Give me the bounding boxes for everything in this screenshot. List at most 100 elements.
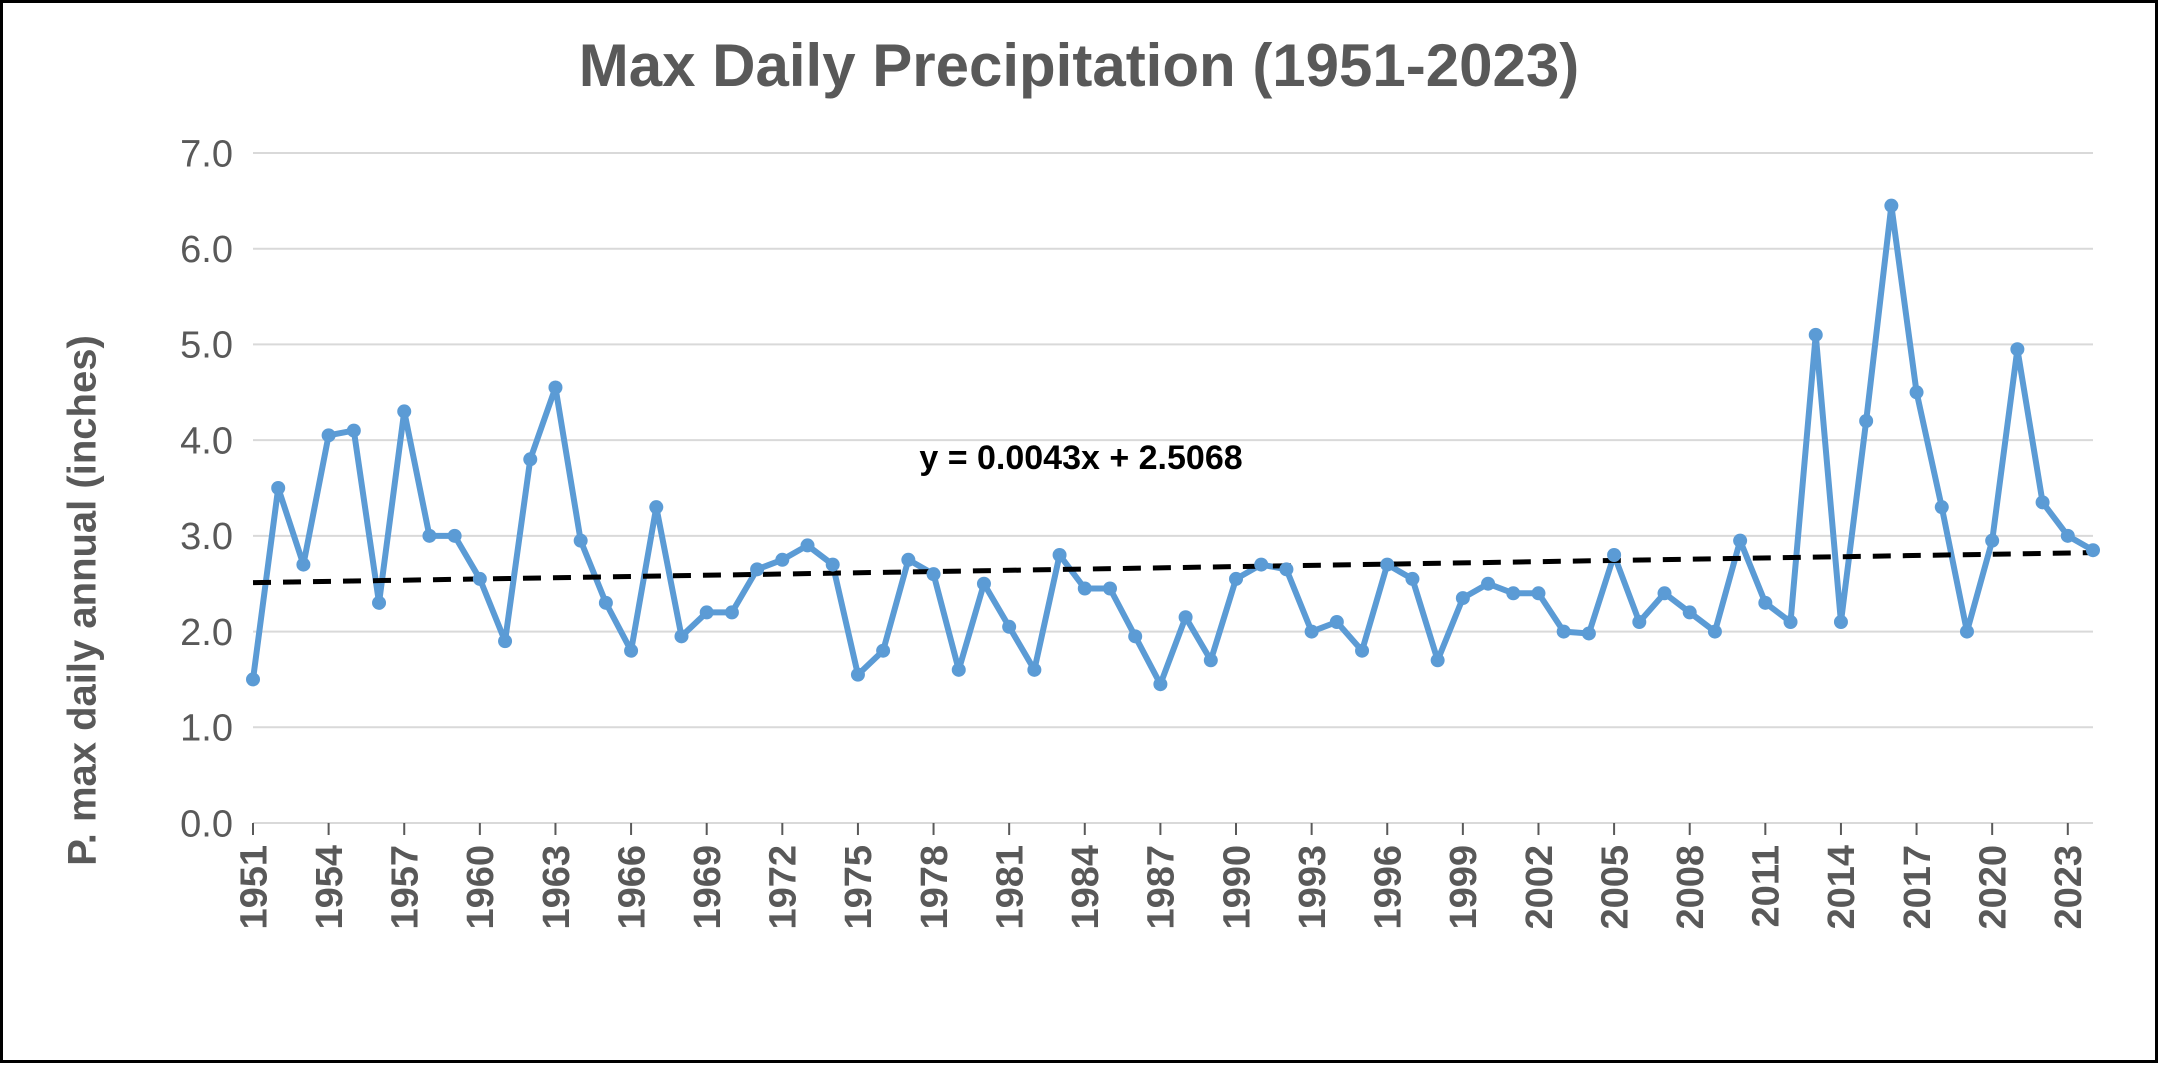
data-marker — [1910, 385, 1924, 399]
x-tick-label: 1957 — [385, 845, 427, 930]
x-tick-label: 1984 — [1065, 845, 1107, 930]
data-marker — [1027, 663, 1041, 677]
data-marker — [1330, 615, 1344, 629]
data-marker — [876, 644, 890, 658]
x-tick-label: 2017 — [1897, 845, 1939, 930]
data-marker — [1179, 610, 1193, 624]
data-marker — [927, 567, 941, 581]
data-marker — [246, 672, 260, 686]
data-marker — [1506, 586, 1520, 600]
y-tick-label: 3.0 — [180, 516, 233, 558]
x-tick-label: 1966 — [611, 845, 653, 930]
data-marker — [901, 553, 915, 567]
data-marker — [2061, 529, 2075, 543]
data-marker — [1002, 620, 1016, 634]
x-tick-label: 2011 — [1746, 845, 1788, 927]
x-tick-label: 1969 — [687, 845, 729, 930]
y-tick-label: 0.0 — [180, 803, 233, 845]
data-marker — [1708, 625, 1722, 639]
data-marker — [1632, 615, 1646, 629]
x-tick-label: 1975 — [838, 845, 880, 930]
data-marker — [1355, 644, 1369, 658]
x-tick-label: 1987 — [1141, 845, 1183, 930]
data-marker — [498, 634, 512, 648]
data-marker — [1103, 582, 1117, 596]
data-marker — [1053, 548, 1067, 562]
data-marker — [1229, 572, 1243, 586]
data-marker — [372, 596, 386, 610]
y-tick-label: 7.0 — [180, 133, 233, 175]
data-marker — [1305, 625, 1319, 639]
data-marker — [599, 596, 613, 610]
x-tick-label: 2023 — [2048, 845, 2090, 930]
x-tick-label: 1993 — [1292, 845, 1334, 930]
data-marker — [574, 534, 588, 548]
data-marker — [296, 558, 310, 572]
trend-line — [253, 553, 2093, 583]
y-tick-label: 5.0 — [180, 325, 233, 367]
data-marker — [1960, 625, 1974, 639]
data-marker — [826, 558, 840, 572]
y-tick-label: 2.0 — [180, 612, 233, 654]
data-marker — [1784, 615, 1798, 629]
data-marker — [1456, 591, 1470, 605]
x-tick-label: 2008 — [1670, 845, 1712, 930]
data-marker — [1153, 677, 1167, 691]
data-marker — [775, 553, 789, 567]
data-marker — [750, 562, 764, 576]
data-marker — [851, 668, 865, 682]
chart-svg: 0.01.02.03.04.05.06.07.01951195419571960… — [3, 3, 2158, 1066]
data-marker — [624, 644, 638, 658]
data-marker — [1204, 653, 1218, 667]
data-marker — [1557, 625, 1571, 639]
data-marker — [1431, 653, 1445, 667]
x-tick-label: 1951 — [233, 845, 275, 930]
data-marker — [674, 629, 688, 643]
trend-equation: y = 0.0043x + 2.5068 — [919, 439, 1242, 477]
data-marker — [1683, 605, 1697, 619]
data-marker — [1884, 199, 1898, 213]
data-marker — [1481, 577, 1495, 591]
data-marker — [1279, 562, 1293, 576]
data-marker — [700, 605, 714, 619]
x-tick-label: 1960 — [460, 845, 502, 930]
data-marker — [952, 663, 966, 677]
data-marker — [1405, 572, 1419, 586]
data-marker — [448, 529, 462, 543]
data-marker — [649, 500, 663, 514]
data-marker — [1078, 582, 1092, 596]
data-marker — [725, 605, 739, 619]
data-marker — [347, 424, 361, 438]
data-marker — [977, 577, 991, 591]
data-marker — [1985, 534, 1999, 548]
x-tick-label: 1996 — [1368, 845, 1410, 930]
data-marker — [1834, 615, 1848, 629]
chart-frame: Max Daily Precipitation (1951-2023) P. m… — [0, 0, 2158, 1063]
data-marker — [548, 381, 562, 395]
x-tick-label: 1978 — [914, 845, 956, 930]
x-tick-label: 2020 — [1972, 845, 2014, 930]
data-marker — [422, 529, 436, 543]
data-marker — [1733, 534, 1747, 548]
data-marker — [523, 452, 537, 466]
data-marker — [2036, 495, 2050, 509]
x-tick-label: 1999 — [1443, 845, 1485, 930]
data-marker — [1935, 500, 1949, 514]
x-tick-label: 1972 — [763, 845, 805, 930]
data-marker — [1658, 586, 1672, 600]
data-marker — [1809, 328, 1823, 342]
x-tick-label: 1963 — [536, 845, 578, 930]
data-marker — [271, 481, 285, 495]
data-marker — [2010, 342, 2024, 356]
x-tick-label: 2014 — [1821, 845, 1863, 930]
data-marker — [1607, 548, 1621, 562]
data-marker — [397, 404, 411, 418]
data-marker — [1859, 414, 1873, 428]
data-marker — [2086, 543, 2100, 557]
x-tick-label: 1954 — [309, 845, 351, 930]
x-tick-label: 1981 — [989, 845, 1031, 930]
data-marker — [1531, 586, 1545, 600]
y-tick-label: 1.0 — [180, 708, 233, 750]
data-marker — [473, 572, 487, 586]
data-marker — [322, 428, 336, 442]
